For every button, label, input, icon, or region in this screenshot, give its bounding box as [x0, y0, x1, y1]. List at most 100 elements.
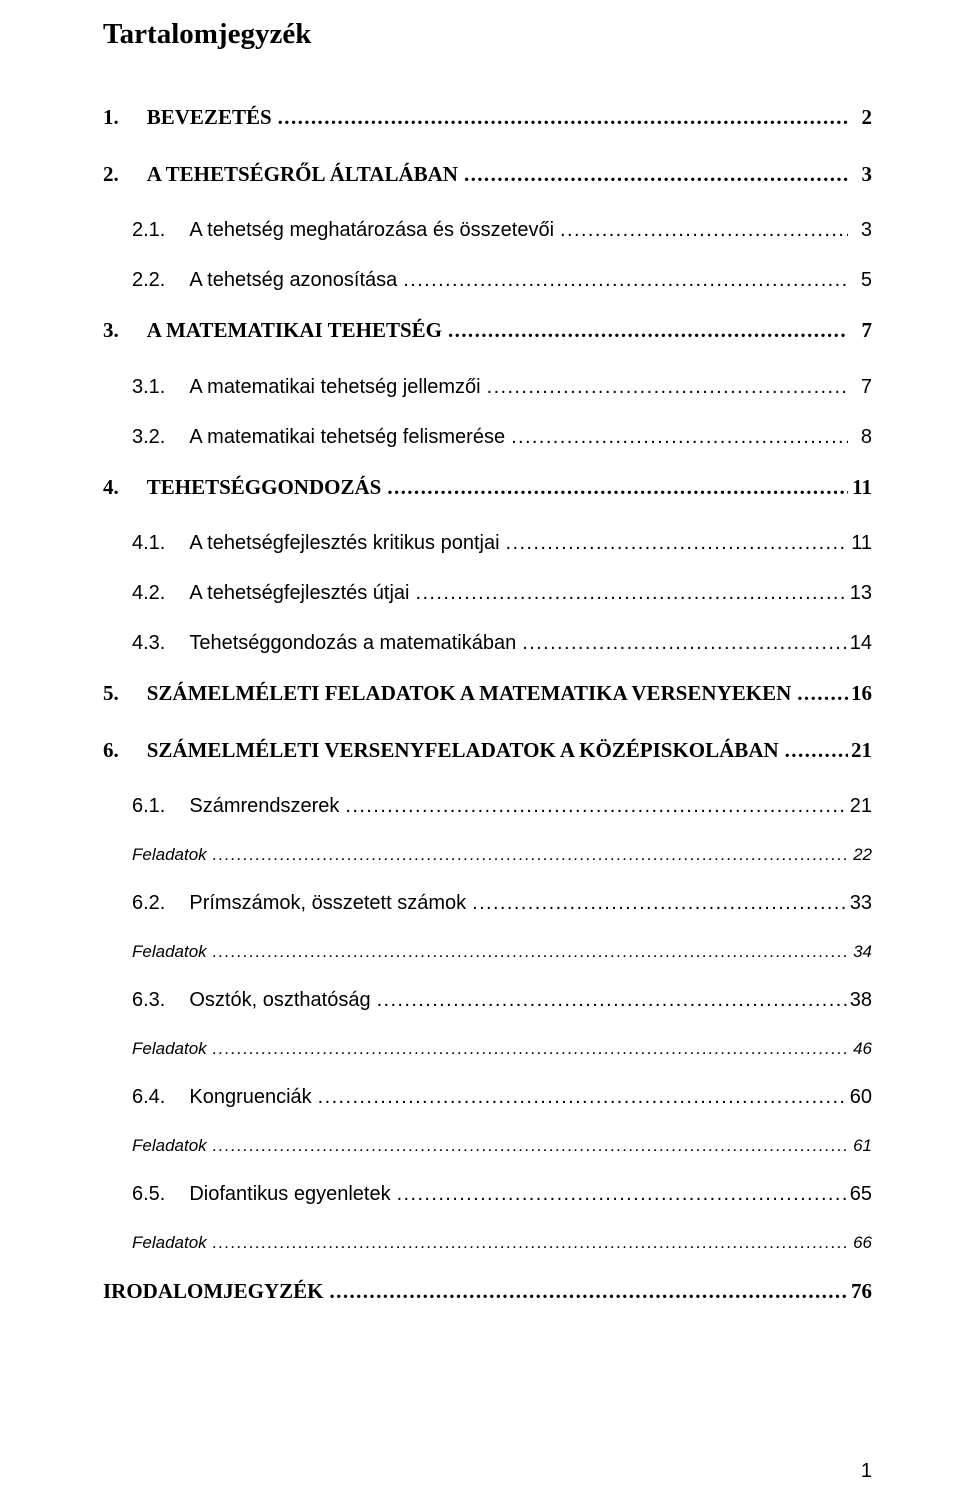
toc-entry-number: 2.2.: [132, 270, 165, 290]
toc-entry-number: 5.: [103, 683, 119, 704]
toc-leader-dots: [339, 796, 848, 816]
toc-entry-label: Feladatok: [132, 1234, 207, 1251]
toc-entry-page: 21: [848, 740, 872, 761]
toc-leader-dots: [272, 107, 848, 128]
toc-entry-page: 11: [848, 533, 872, 553]
toc-entry-page: 76: [848, 1281, 872, 1302]
toc-leader-dots: [312, 1087, 848, 1107]
page: Tartalomjegyzék 1.BEVEZETÉS22.A TEHETSÉG…: [0, 0, 960, 1499]
toc-entry: 4.TEHETSÉGGONDOZÁS 11: [103, 477, 872, 498]
toc-entry: 3.2.A matematikai tehetség felismerése 8: [103, 427, 872, 447]
toc-entry: 2.2.A tehetség azonosítása 5: [103, 270, 872, 290]
toc-leader-dots: [207, 1040, 848, 1057]
toc-entry: 2.A TEHETSÉGRŐL ÁLTALÁBAN3: [103, 164, 872, 185]
toc-entry-label: A tehetség meghatározása és összetevői: [165, 220, 554, 240]
toc-entry-label: A tehetségfejlesztés útjai: [165, 583, 409, 603]
toc-entry-page: 16: [848, 683, 872, 704]
toc-entry: IRODALOMJEGYZÉK 76: [103, 1281, 872, 1302]
toc-entry-number: 3.2.: [132, 427, 165, 447]
toc-entry-page: 8: [848, 427, 872, 447]
toc-entry-number: 4.2.: [132, 583, 165, 603]
toc-entry-number: 2.1.: [132, 220, 165, 240]
toc-entry-page: 7: [848, 320, 872, 341]
toc-entry-page: 34: [848, 943, 872, 960]
toc-entry-label: A TEHETSÉGRŐL ÁLTALÁBAN: [119, 164, 458, 185]
toc-list: 1.BEVEZETÉS22.A TEHETSÉGRŐL ÁLTALÁBAN32.…: [103, 107, 872, 1302]
toc-leader-dots: [371, 990, 848, 1010]
toc-entry-label: BEVEZETÉS: [119, 107, 272, 128]
toc-entry-page: 38: [848, 990, 872, 1010]
toc-leader-dots: [791, 683, 848, 704]
toc-entry-label: A matematikai tehetség felismerése: [165, 427, 505, 447]
toc-entry-number: 4.3.: [132, 633, 165, 653]
toc-entry-page: 66: [848, 1234, 872, 1251]
toc-leader-dots: [466, 893, 848, 913]
toc-entry-label: IRODALOMJEGYZÉK: [103, 1281, 324, 1302]
toc-entry-label: Feladatok: [132, 1040, 207, 1057]
toc-entry: 6.SZÁMELMÉLETI VERSENYFELADATOK A KÖZÉPI…: [103, 740, 872, 761]
toc-entry-label: A MATEMATIKAI TEHETSÉG: [119, 320, 442, 341]
toc-leader-dots: [554, 220, 848, 240]
toc-leader-dots: [505, 427, 848, 447]
toc-entry: 3.1.A matematikai tehetség jellemzői7: [103, 377, 872, 397]
toc-entry-number: 3.: [103, 320, 119, 341]
toc-entry-page: 11: [848, 477, 872, 498]
toc-entry-page: 60: [848, 1087, 872, 1107]
toc-entry-page: 13: [848, 583, 872, 603]
toc-leader-dots: [442, 320, 848, 341]
toc-entry-number: 6.1.: [132, 796, 165, 816]
toc-entry: Feladatok 34: [103, 943, 872, 960]
toc-entry-label: Feladatok: [132, 1137, 207, 1154]
toc-leader-dots: [207, 943, 848, 960]
toc-entry-number: 6.3.: [132, 990, 165, 1010]
toc-entry: 4.3.Tehetséggondozás a matematikában14: [103, 633, 872, 653]
toc-entry-label: SZÁMELMÉLETI FELADATOK A MATEMATIKA VERS…: [119, 683, 792, 704]
toc-leader-dots: [397, 270, 848, 290]
toc-entry-number: 2.: [103, 164, 119, 185]
toc-entry-label: SZÁMELMÉLETI VERSENYFELADATOK A KÖZÉPISK…: [119, 740, 779, 761]
toc-entry-page: 5: [848, 270, 872, 290]
toc-leader-dots: [391, 1184, 848, 1204]
toc-entry-page: 21: [848, 796, 872, 816]
toc-entry: 6.1.Számrendszerek21: [103, 796, 872, 816]
toc-entry-label: A tehetség azonosítása: [165, 270, 397, 290]
toc-entry-number: 6.5.: [132, 1184, 165, 1204]
toc-entry-page: 3: [848, 220, 872, 240]
toc-leader-dots: [207, 1234, 848, 1251]
toc-entry-label: Prímszámok, összetett számok: [165, 893, 466, 913]
toc-entry-page: 14: [848, 633, 872, 653]
toc-leader-dots: [207, 846, 848, 863]
toc-entry: 3.A MATEMATIKAI TEHETSÉG 7: [103, 320, 872, 341]
toc-entry: 6.3.Osztók, oszthatóság 38: [103, 990, 872, 1010]
toc-entry-label: Diofantikus egyenletek: [165, 1184, 390, 1204]
toc-entry-page: 2: [848, 107, 872, 128]
toc-entry: 1.BEVEZETÉS2: [103, 107, 872, 128]
toc-entry-label: A tehetségfejlesztés kritikus pontjai: [165, 533, 499, 553]
toc-entry-label: Osztók, oszthatóság: [165, 990, 370, 1010]
toc-leader-dots: [381, 477, 848, 498]
toc-entry-page: 7: [848, 377, 872, 397]
toc-entry-page: 22: [848, 846, 872, 863]
page-number-footer: 1: [861, 1460, 872, 1483]
toc-leader-dots: [324, 1281, 848, 1302]
toc-entry: 6.4.Kongruenciák60: [103, 1087, 872, 1107]
toc-entry-label: Feladatok: [132, 846, 207, 863]
toc-leader-dots: [779, 740, 848, 761]
toc-entry: Feladatok 22: [103, 846, 872, 863]
toc-leader-dots: [500, 533, 848, 553]
toc-entry-label: TEHETSÉGGONDOZÁS: [119, 477, 382, 498]
toc-entry-number: 4.1.: [132, 533, 165, 553]
toc-entry-label: Feladatok: [132, 943, 207, 960]
toc-leader-dots: [410, 583, 849, 603]
toc-entry: 6.2.Prímszámok, összetett számok33: [103, 893, 872, 913]
toc-leader-dots: [516, 633, 848, 653]
toc-entry-number: 4.: [103, 477, 119, 498]
toc-entry-label: Kongruenciák: [165, 1087, 311, 1107]
toc-entry-page: 33: [848, 893, 872, 913]
toc-entry: Feladatok 66: [103, 1234, 872, 1251]
toc-entry: 4.1.A tehetségfejlesztés kritikus pontja…: [103, 533, 872, 553]
toc-entry-number: 3.1.: [132, 377, 165, 397]
toc-entry-page: 61: [848, 1137, 872, 1154]
toc-entry: 6.5.Diofantikus egyenletek65: [103, 1184, 872, 1204]
toc-leader-dots: [458, 164, 848, 185]
